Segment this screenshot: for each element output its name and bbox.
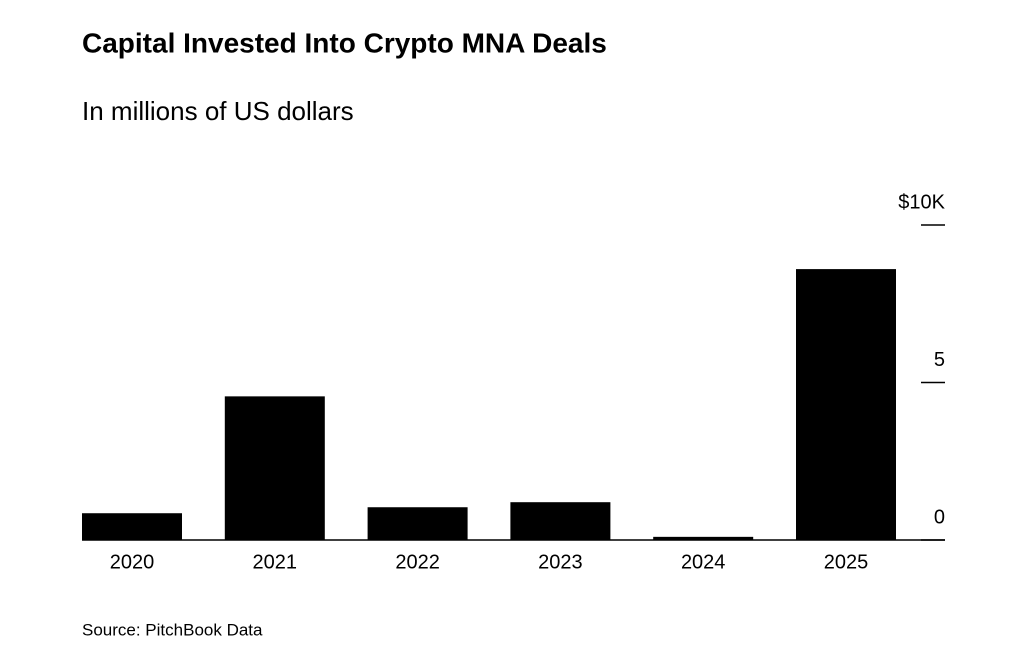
y-tick-label: 5 xyxy=(934,349,945,371)
x-tick-label: 2025 xyxy=(824,551,869,573)
bar xyxy=(367,507,468,540)
bar xyxy=(224,396,325,540)
x-tick-label: 2024 xyxy=(681,551,726,573)
bar xyxy=(653,536,754,540)
y-tick-label: 0 xyxy=(934,506,945,528)
chart-subtitle: In millions of US dollars xyxy=(82,96,354,126)
bar xyxy=(796,269,896,540)
bar xyxy=(82,513,182,540)
x-tick-label: 2020 xyxy=(110,551,155,573)
x-tick-label: 2021 xyxy=(253,551,298,573)
source: Source: PitchBook Data xyxy=(82,620,263,639)
x-tick-label: 2022 xyxy=(395,551,440,573)
chart-title: Capital Invested Into Crypto MNA Deals xyxy=(82,27,607,58)
y-tick-label: $10K xyxy=(898,191,945,213)
bar xyxy=(510,502,611,540)
x-tick-label: 2023 xyxy=(538,551,583,573)
